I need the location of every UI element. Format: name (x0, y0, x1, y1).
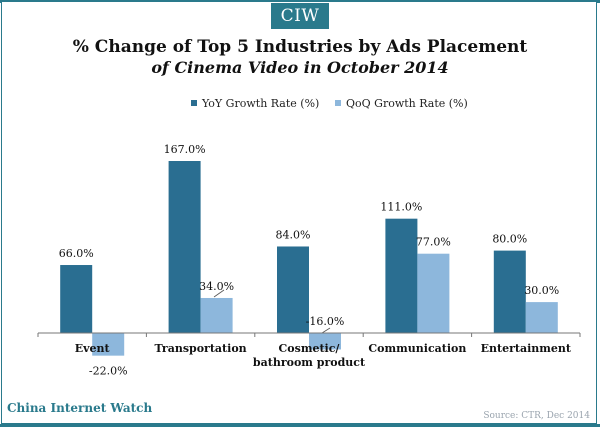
qoq-bar (525, 302, 558, 333)
qoq-bar (417, 253, 450, 333)
data-label: -22.0% (89, 365, 128, 378)
label-leader-line (321, 327, 331, 334)
yoy-bar (493, 250, 526, 333)
data-label: 111.0% (380, 201, 422, 214)
qoq-bar (309, 333, 341, 350)
legend-swatch (191, 100, 197, 106)
yoy-bar (60, 265, 93, 333)
chart-title: % Change of Top 5 Industries by Ads Plac… (72, 37, 528, 57)
qoq-bar (92, 333, 125, 356)
data-label: 80.0% (492, 233, 527, 246)
ciw-logo-badge: CIW (271, 3, 329, 29)
label-leader-line (213, 289, 225, 298)
category-label: bathroom product (253, 356, 366, 369)
data-label: 34.0% (199, 280, 234, 293)
data-label: -16.0% (306, 315, 345, 328)
category-label: Event (75, 342, 111, 355)
yoy-bar (168, 161, 201, 333)
data-label: 30.0% (524, 284, 559, 297)
yoy-bar (385, 218, 418, 333)
chart-subtitle: of Cinema Video in October 2014 (151, 58, 449, 77)
data-label: 77.0% (416, 236, 451, 249)
source-note: Source: CTR, Dec 2014 (483, 411, 590, 421)
category-label: Transportation (155, 342, 247, 355)
data-label: 167.0% (164, 143, 206, 156)
legend-label: QoQ Growth Rate (%) (346, 97, 468, 110)
legend-swatch (335, 100, 341, 106)
legend-label: YoY Growth Rate (%) (201, 97, 319, 110)
data-label: 84.0% (276, 228, 311, 241)
category-label: Cosmetic/ (279, 342, 341, 355)
footer-brand: China Internet Watch (7, 401, 153, 415)
category-label: Communication (368, 342, 466, 355)
category-label: Entertainment (481, 342, 572, 355)
yoy-bar (277, 246, 309, 333)
data-label: 66.0% (59, 247, 94, 260)
bottom-accent-bar (0, 424, 600, 427)
qoq-bar (200, 297, 233, 333)
